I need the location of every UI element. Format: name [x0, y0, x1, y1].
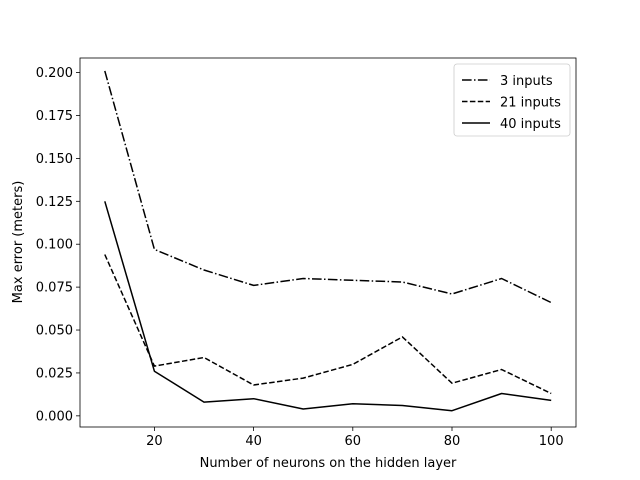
series-line-2 [104, 254, 552, 395]
legend-label-2: 21 inputs [500, 96, 561, 111]
axes-frame [79, 57, 577, 428]
x-axis-label: Number of neurons on the hidden layer [200, 456, 457, 471]
x-axis: 20 40 60 80 100 [146, 427, 564, 449]
y-axis: 0.000 0.025 0.050 0.075 0.100 0.125 0.150 0.175… [36, 66, 80, 424]
legend-label-1: 3 inputs [500, 74, 553, 89]
x-tick-label: 40 [245, 434, 262, 449]
series-line-1 [104, 70, 552, 304]
y-tick-label: 0.200 [36, 66, 73, 81]
y-axis-label: Max error (meters) [11, 181, 26, 304]
series-line-3 [104, 201, 552, 412]
legend: 3 inputs 21 inputs 40 inputs [453, 63, 571, 137]
legend-label-3: 40 inputs [500, 117, 561, 132]
y-tick-label: 0.100 [36, 238, 73, 253]
y-tick-label: 0.000 [36, 409, 73, 424]
plot-area [79, 57, 577, 428]
x-tick-label: 20 [146, 434, 163, 449]
y-tick-label: 0.150 [36, 152, 73, 167]
x-tick-label: 60 [345, 434, 362, 449]
legend-box [453, 63, 571, 137]
x-tick-label: 80 [444, 434, 461, 449]
y-tick-label: 0.125 [36, 195, 73, 210]
y-tick-label: 0.075 [36, 281, 73, 296]
y-tick-label: 0.025 [36, 366, 73, 381]
y-tick-label: 0.050 [36, 324, 73, 339]
x-tick-label: 100 [539, 434, 564, 449]
y-tick-label: 0.175 [36, 109, 73, 124]
